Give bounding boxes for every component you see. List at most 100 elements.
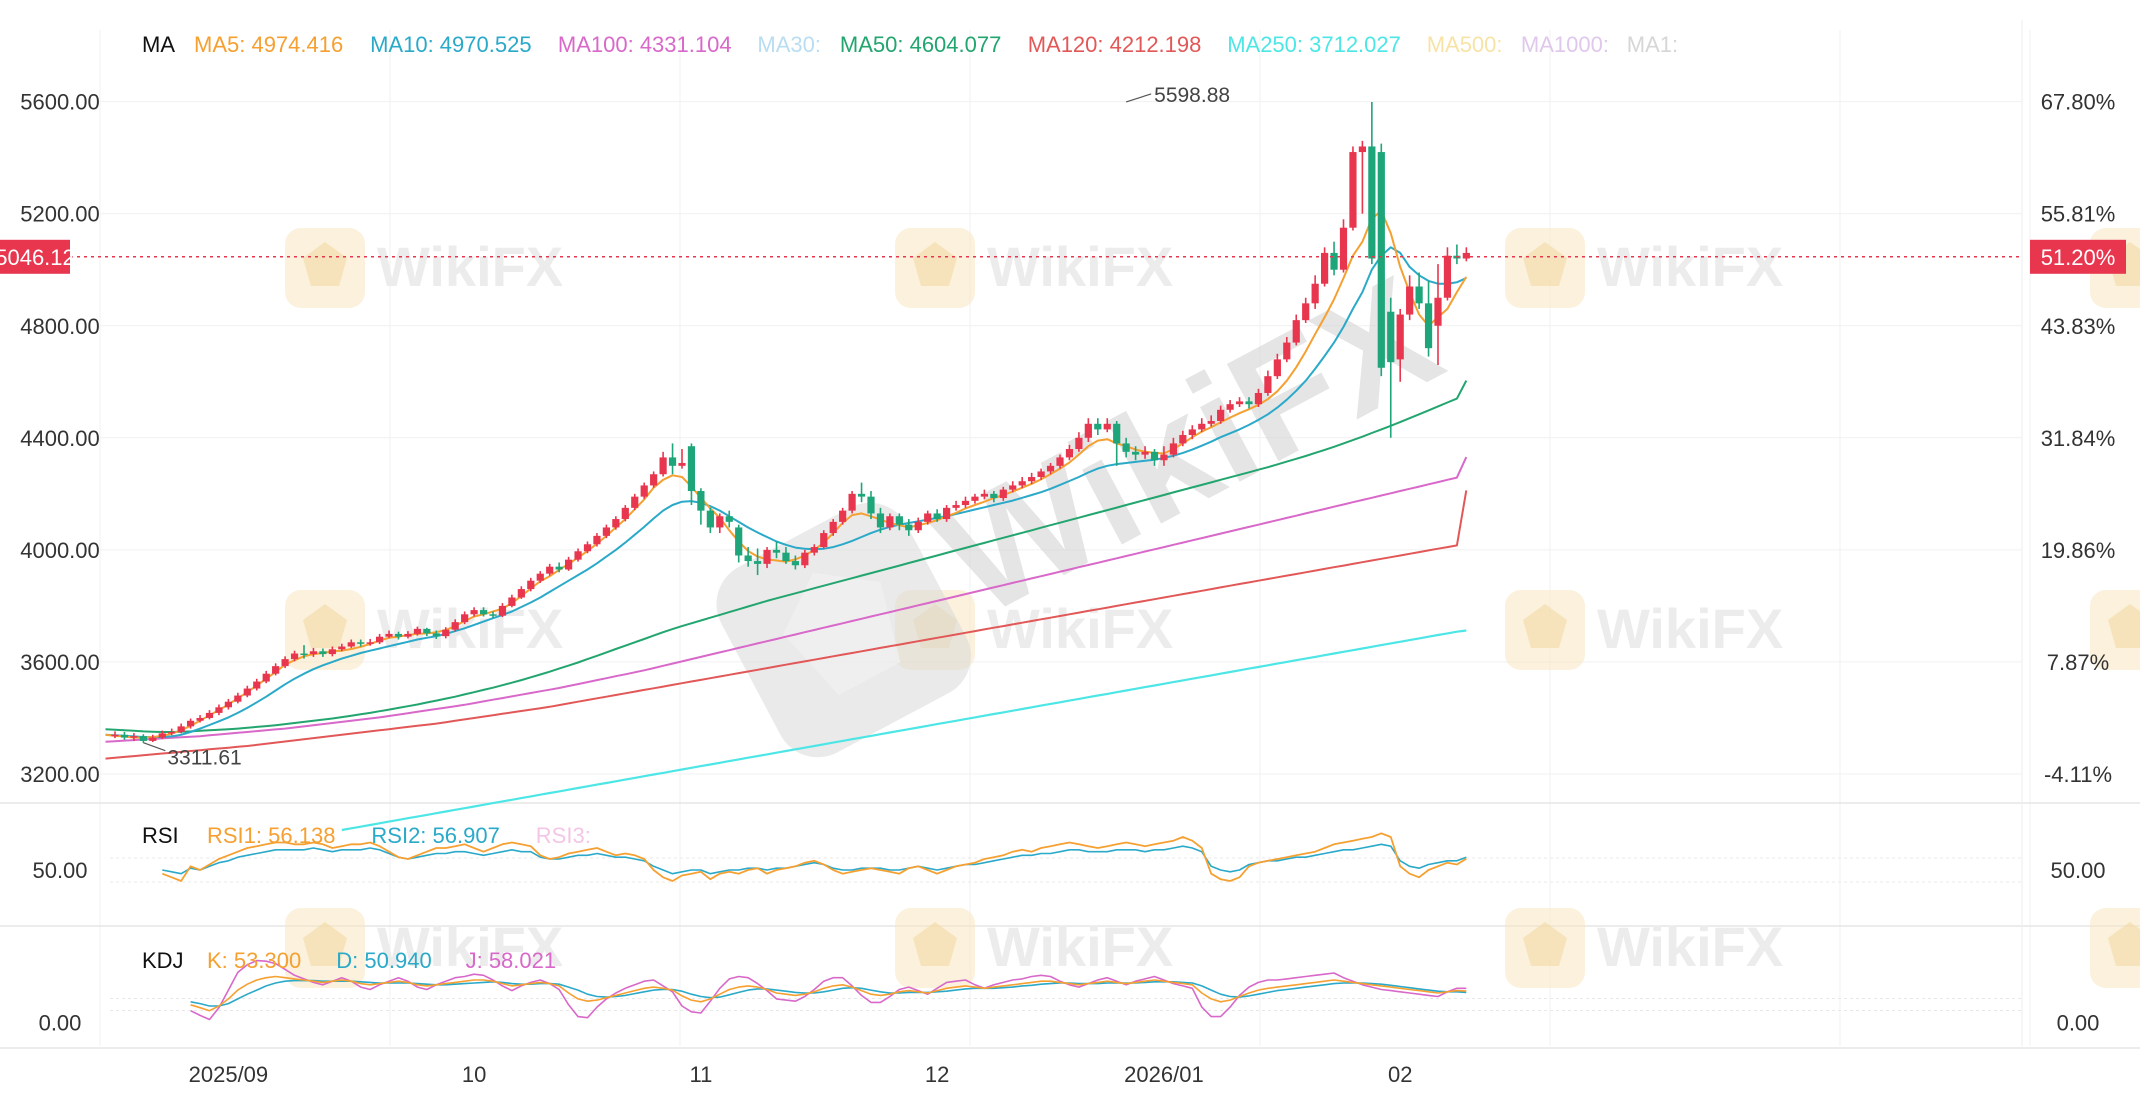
candle-body[interactable] xyxy=(262,673,270,682)
candle-body[interactable] xyxy=(659,457,667,475)
candle-body[interactable] xyxy=(716,516,724,528)
candle-body[interactable] xyxy=(820,533,828,548)
candle-body[interactable] xyxy=(517,589,525,598)
candle-body[interactable] xyxy=(319,651,327,655)
candle-body[interactable] xyxy=(650,474,658,486)
candle-body[interactable] xyxy=(1217,409,1225,421)
candle-body[interactable] xyxy=(1122,443,1130,452)
candle-body[interactable] xyxy=(725,516,733,522)
candle-body[interactable] xyxy=(668,457,677,466)
candle-body[interactable] xyxy=(839,510,847,522)
candle-body[interactable] xyxy=(1226,404,1234,410)
candle-body[interactable] xyxy=(971,496,979,501)
candle-body[interactable] xyxy=(999,489,1007,499)
candle-body[interactable] xyxy=(120,734,129,738)
candle-body[interactable] xyxy=(593,535,601,545)
candle-body[interactable] xyxy=(479,610,488,615)
candle-body[interactable] xyxy=(130,736,138,738)
candle-body[interactable] xyxy=(253,681,261,689)
ma-legend-item[interactable]: MA30: xyxy=(757,32,821,57)
candle-body[interactable] xyxy=(980,493,988,497)
candle-body[interactable] xyxy=(1198,423,1206,430)
rsi-legend-item[interactable]: RSI1: 56.138 xyxy=(207,823,335,848)
candle-body[interactable] xyxy=(961,500,970,506)
candle-body[interactable] xyxy=(309,651,318,655)
candle-body[interactable] xyxy=(187,720,195,727)
candle-body[interactable] xyxy=(281,659,289,667)
candle-body[interactable] xyxy=(1046,465,1055,472)
candle-body[interactable] xyxy=(508,597,516,606)
candle-body[interactable] xyxy=(290,653,299,660)
candle-body[interactable] xyxy=(1132,451,1140,455)
candle-body[interactable] xyxy=(376,636,384,643)
candle-body[interactable] xyxy=(1424,303,1433,349)
candle-body[interactable] xyxy=(546,566,554,574)
candle-body[interactable] xyxy=(168,731,176,734)
candle-body[interactable] xyxy=(697,491,705,511)
candle-body[interactable] xyxy=(385,633,393,637)
candle-body[interactable] xyxy=(1264,376,1272,393)
candle-body[interactable] xyxy=(952,505,960,508)
candle-body[interactable] xyxy=(224,701,232,708)
candle-body[interactable] xyxy=(272,666,280,674)
candle-body[interactable] xyxy=(631,496,639,508)
candle-body[interactable] xyxy=(1188,429,1196,436)
candle-body[interactable] xyxy=(149,737,157,741)
candle-body[interactable] xyxy=(555,566,563,570)
candle-body[interactable] xyxy=(1245,401,1253,405)
ma-legend-item[interactable]: MA100: 4331.104 xyxy=(558,32,732,57)
candle-body[interactable] xyxy=(772,549,781,553)
candle-body[interactable] xyxy=(782,552,790,562)
kdj-legend-item[interactable]: J: 58.021 xyxy=(466,948,557,973)
ma-legend-item[interactable]: MA1: xyxy=(1627,32,1678,57)
candle-body[interactable] xyxy=(470,610,478,615)
candle-body[interactable] xyxy=(1254,392,1263,405)
kdj-legend-item[interactable]: K: 53.300 xyxy=(207,948,301,973)
candle-body[interactable] xyxy=(536,573,544,581)
candle-body[interactable] xyxy=(876,513,885,528)
candle-body[interactable] xyxy=(1169,443,1177,455)
candle-body[interactable] xyxy=(1321,252,1329,284)
candle-body[interactable] xyxy=(423,628,431,634)
candle-body[interactable] xyxy=(914,521,922,531)
candle-body[interactable] xyxy=(924,513,932,522)
ma-legend-item[interactable]: MA50: 4604.077 xyxy=(840,32,1001,57)
candle-body[interactable] xyxy=(328,649,336,655)
candle-body[interactable] xyxy=(1028,477,1036,482)
candle-body[interactable] xyxy=(1235,401,1244,405)
candle-body[interactable] xyxy=(111,734,119,737)
candle-body[interactable] xyxy=(234,695,242,702)
candle-body[interactable] xyxy=(886,516,894,528)
candle-body[interactable] xyxy=(583,544,592,552)
candle-body[interactable] xyxy=(1415,286,1423,304)
candle-body[interactable] xyxy=(574,551,582,560)
candle-body[interactable] xyxy=(1387,311,1395,363)
candle-body[interactable] xyxy=(754,561,762,564)
candle-body[interactable] xyxy=(1462,252,1470,259)
candle-body[interactable] xyxy=(1056,457,1064,466)
candle-body[interactable] xyxy=(205,712,214,718)
candle-body[interactable] xyxy=(791,561,799,566)
kdj-legend-item[interactable]: D: 50.940 xyxy=(336,948,431,973)
candle-body[interactable] xyxy=(990,493,998,499)
candle-body[interactable] xyxy=(1358,146,1366,153)
candle-body[interactable] xyxy=(687,446,696,492)
candle-body[interactable] xyxy=(905,524,913,531)
candle-body[interactable] xyxy=(1141,451,1149,455)
candle-body[interactable] xyxy=(895,516,903,525)
candle-body[interactable] xyxy=(621,507,629,520)
candle-body[interactable] xyxy=(451,622,459,630)
candle-body[interactable] xyxy=(1179,435,1187,444)
candle-body[interactable] xyxy=(735,527,743,556)
candle-body[interactable] xyxy=(801,552,809,566)
candle-body[interactable] xyxy=(857,493,866,497)
candle-body[interactable] xyxy=(640,485,648,497)
candle-body[interactable] xyxy=(612,519,620,528)
candle-body[interactable] xyxy=(706,510,714,528)
ma-legend-item[interactable]: MA500: xyxy=(1427,32,1503,57)
candle-body[interactable] xyxy=(1103,423,1111,430)
candle-body[interactable] xyxy=(177,726,185,732)
candle-body[interactable] xyxy=(1443,255,1452,298)
candle-body[interactable] xyxy=(602,527,610,536)
